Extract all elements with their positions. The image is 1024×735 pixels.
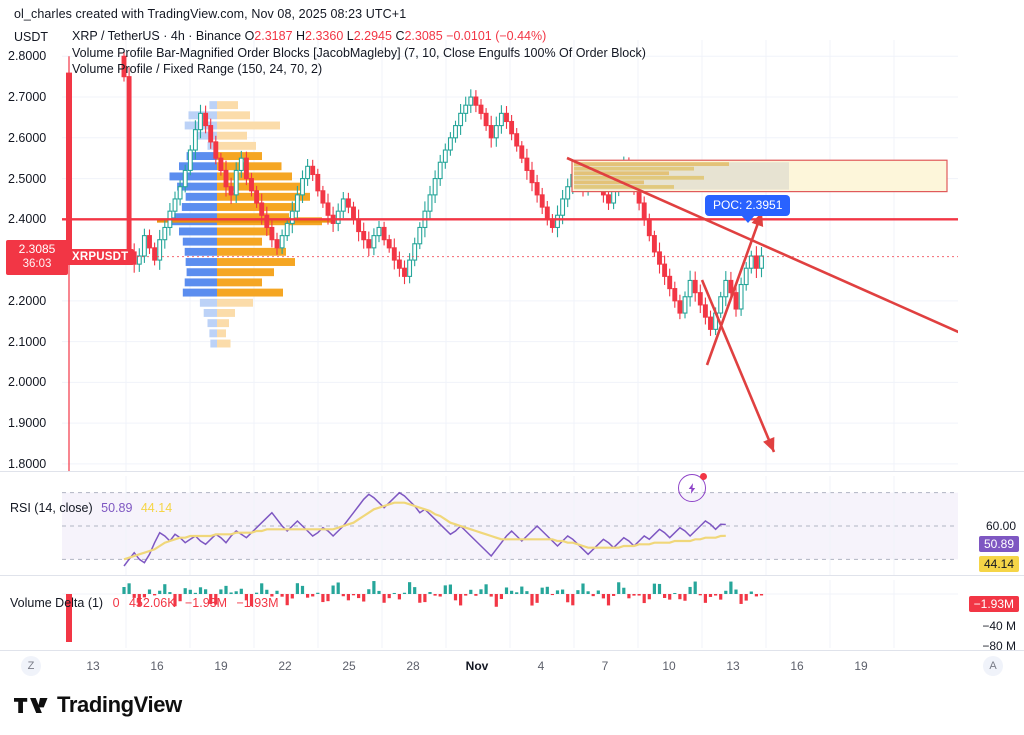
order-block-zone [571, 159, 948, 193]
legend-open-value: 2.3187 [254, 29, 293, 43]
currency-unit-label: USDT [14, 30, 49, 44]
chart-frame: USDT XRP / TetherUS · 4h · Binance O2.31… [0, 26, 1024, 653]
volume-delta-title: Volume Delta (1) [10, 596, 104, 610]
time-tick-Nov: Nov [465, 659, 489, 673]
legend-high-label: H [296, 29, 306, 43]
lightning-bolt-icon[interactable] [678, 473, 707, 502]
rsi-chart-svg [62, 476, 958, 576]
volume-tick-80m: −80 M [982, 639, 1016, 653]
price-tick-2.8000: 2.8000 [8, 49, 47, 64]
legend-high-value: 2.3360 [305, 29, 344, 43]
time-tick-25: 25 [342, 659, 356, 673]
trend-arrows [566, 156, 958, 453]
rsi-scale-top: 60.00 [985, 519, 1016, 533]
time-tick-19: 19 [854, 659, 868, 673]
time-tick-4: 4 [537, 659, 545, 673]
price-tick-1.8000: 1.8000 [8, 456, 47, 471]
time-tick-10: 10 [662, 659, 676, 673]
price-tick-2.4000: 2.4000 [8, 212, 47, 227]
volume-delta-v3: −1.93M [236, 596, 279, 610]
notification-dot [700, 473, 707, 480]
pane-divider-rsi [0, 575, 1024, 576]
price-tick-2.1000: 2.1000 [8, 334, 47, 349]
price-chart-svg [62, 40, 958, 472]
main-plot-area[interactable] [62, 40, 958, 472]
time-tick-22: 22 [278, 659, 292, 673]
volume-delta-v1: 452.06K [128, 596, 176, 610]
pane-divider-main [0, 471, 1024, 472]
rsi-ma-badge: 44.14 [978, 556, 1019, 572]
time-tick-13: 13 [726, 659, 740, 673]
rsi-legend[interactable]: RSI (14, close) 50.89 44.14 [10, 499, 172, 517]
symbol-tag: XRPUSDT [66, 248, 135, 265]
time-tick-28: 28 [406, 659, 420, 673]
rsi-value-badge: 50.89 [978, 536, 1019, 552]
time-tick-16: 16 [790, 659, 804, 673]
volume-delta-svg [62, 580, 958, 648]
chart-legend: XRP / TetherUS · 4h · Binance O2.3187 H2… [72, 28, 646, 78]
auto-scale-button[interactable]: A [983, 656, 1003, 676]
bar-countdown: 36:03 [22, 257, 52, 270]
price-tick-2.5000: 2.5000 [8, 171, 47, 186]
price-scale[interactable]: 2.8000 2.7000 2.6000 2.5000 2.4000 2.2000 2.10… [0, 26, 66, 472]
volume-profile-histogram [157, 101, 332, 348]
volume-delta-v2: −1.93M [185, 596, 228, 610]
legend-close-label: C [395, 29, 405, 43]
legend-close-value: 2.3085 [404, 29, 443, 43]
time-axis[interactable]: Z A 13 16 19 22 25 28 Nov 4 7 10 13 16 19 [0, 650, 1024, 681]
time-tick-19: 19 [214, 659, 228, 673]
tradingview-wordmark: TradingView [57, 692, 182, 717]
volume-delta-badge: −1.93M [968, 596, 1019, 612]
time-tick-7: 7 [601, 659, 609, 673]
price-tick-2.6000: 2.6000 [8, 130, 47, 145]
legend-symbol: XRP / TetherUS · 4h · Binance [72, 29, 242, 43]
rsi-value: 50.89 [101, 501, 133, 515]
volume-tick-40m: −40 M [982, 619, 1016, 633]
attribution-text: ol_charles created with TradingView.com,… [14, 7, 407, 21]
volume-delta-legend[interactable]: Volume Delta (1) 0 452.06K −1.93M −1.93M [10, 594, 279, 612]
zoom-reset-button[interactable]: Z [21, 656, 41, 676]
legend-low-label: L [346, 29, 354, 43]
rsi-plot-area[interactable] [62, 476, 958, 576]
legend-indicator-volume-profile[interactable]: Volume Profile / Fixed Range (150, 24, 7… [72, 62, 323, 76]
price-tick-2.0000: 2.0000 [8, 375, 47, 390]
legend-change: −0.0101 (−0.44%) [446, 29, 547, 43]
rsi-ma-value: 44.14 [140, 501, 173, 515]
price-tick-1.9000: 1.9000 [8, 416, 47, 431]
current-price-value: 2.3085 [18, 241, 56, 256]
main-price-pane [0, 40, 1024, 472]
current-price-badge[interactable]: 2.3085 36:03 [6, 239, 68, 275]
price-tick-2.7000: 2.7000 [8, 90, 47, 105]
rsi-pane: RSI (14, close) 50.89 44.14 60.00 50.89 … [0, 476, 1024, 576]
volume-delta-v0: 0 [112, 596, 120, 610]
tradingview-logo[interactable]: TradingView [14, 692, 182, 718]
legend-low-value: 2.2945 [353, 29, 392, 43]
price-tick-2.2000: 2.2000 [8, 293, 47, 308]
legend-indicator-order-blocks[interactable]: Volume Profile Bar-Magnified Order Block… [72, 45, 646, 60]
rsi-title: RSI (14, close) [10, 501, 93, 515]
footer: TradingView [0, 684, 1024, 735]
time-tick-13: 13 [86, 659, 100, 673]
volume-delta-plot-area[interactable] [62, 580, 958, 648]
legend-open-label: O [244, 29, 255, 43]
time-tick-16: 16 [150, 659, 164, 673]
bolt-glyph [688, 482, 695, 494]
legend-symbol-row[interactable]: XRP / TetherUS · 4h · Binance O2.3187 H2… [72, 28, 646, 45]
tradingview-mark-icon [14, 697, 48, 713]
volume-delta-pane: Volume Delta (1) 0 452.06K −1.93M −1.93M… [0, 580, 1024, 653]
poc-label: POC: 2.3951 [705, 195, 791, 224]
